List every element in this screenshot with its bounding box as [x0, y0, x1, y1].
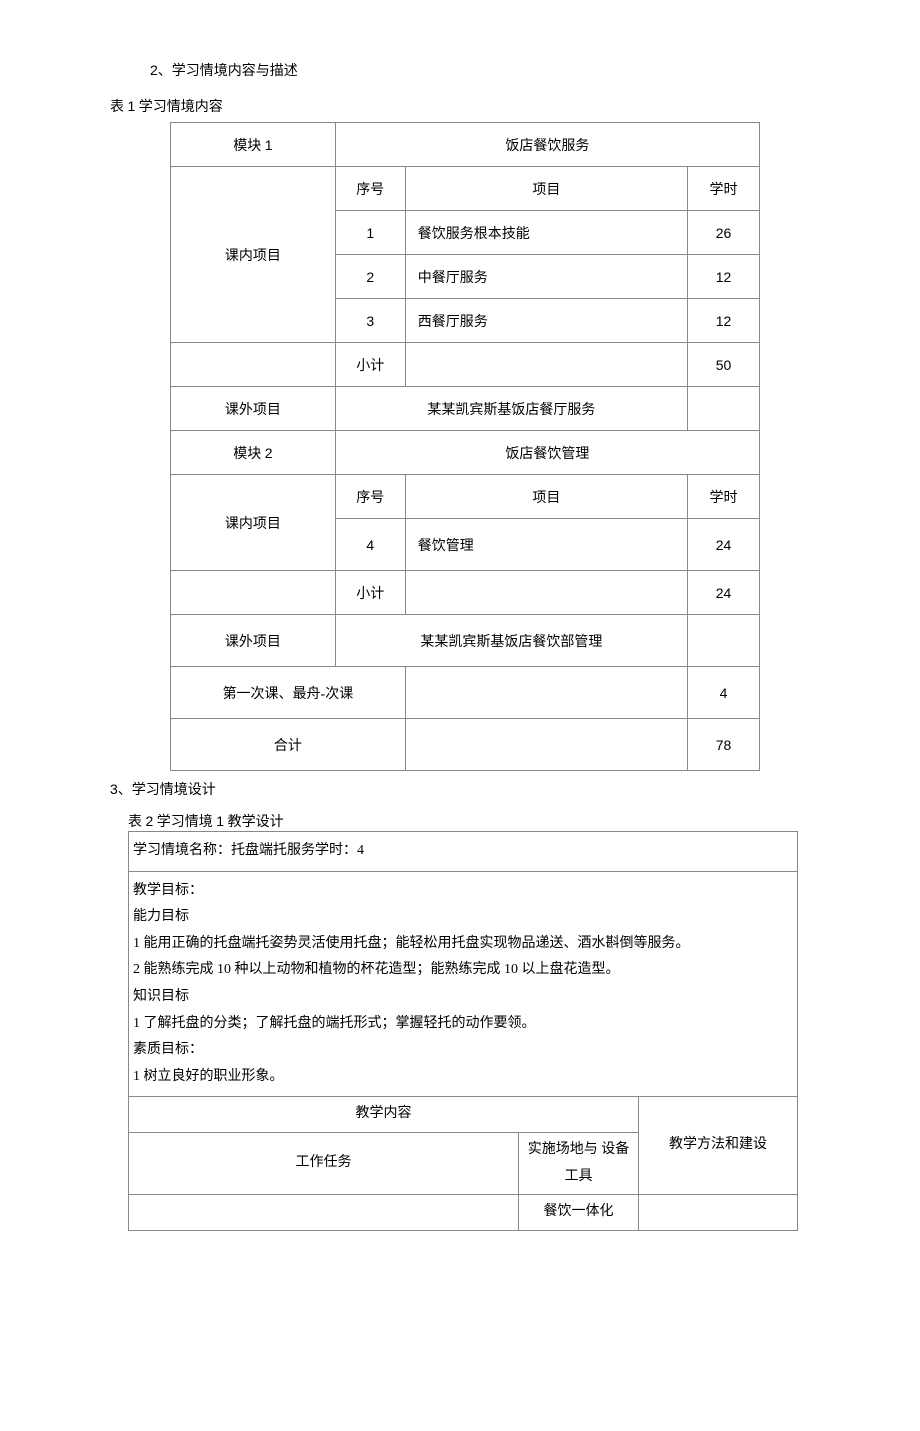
table1-caption-prefix: 表 [110, 100, 124, 115]
t2cap-num: 2 [146, 813, 154, 829]
r3-seq: 3 [335, 299, 405, 343]
module1-label-cell: 模块 1 [171, 123, 336, 167]
section-3-title: 学习情境设计 [132, 783, 216, 798]
module2-label-cell: 模块 2 [171, 431, 336, 475]
r4-seq: 4 [335, 519, 405, 571]
empty-cell [688, 387, 760, 431]
item-header: 项目 [405, 167, 687, 211]
seq-header: 序号 [335, 475, 405, 519]
task-header: 工作任务 [129, 1132, 519, 1194]
hours-header: 学时 [688, 475, 760, 519]
empty-cell [171, 571, 336, 615]
table2-caption: 表 2 学习情境 1 教学设计 [128, 811, 810, 831]
r2-name: 中餐厅服务 [405, 255, 687, 299]
subtotal-label: 小计 [335, 343, 405, 387]
quality-title: 素质目标： [133, 1037, 793, 1064]
table1-caption-title: 学习情境内容 [139, 100, 223, 115]
subtotal1-hr: 50 [688, 343, 760, 387]
empty-cell [405, 571, 687, 615]
table-row: 课内项目 序号 项目 学时 [171, 167, 760, 211]
t2cap-title: 学习情境 [157, 815, 213, 830]
t2cap-suffix: 教学设计 [228, 815, 284, 830]
section-3-heading: 3、学习情境设计 [110, 779, 810, 799]
inclass-label: 课内项目 [171, 167, 336, 343]
empty-cell [405, 719, 687, 771]
table1-caption: 表 1 学习情境内容 [110, 96, 810, 116]
module2-title-cell: 饭店餐饮管理 [335, 431, 759, 475]
table1: 模块 1 饭店餐饮服务 课内项目 序号 项目 学时 1 餐饮服务根本技能 26 … [170, 122, 760, 771]
knowledge-1: 1 了解托盘的分类；了解托盘的端托形式；掌握轻托的动作要领。 [133, 1011, 793, 1038]
total-hr: 78 [688, 719, 760, 771]
table-row: 课外项目 某某凯宾斯基饭店餐厅服务 [171, 387, 760, 431]
quality-1: 1 树立良好的职业形象。 [133, 1064, 793, 1091]
table-row: 课内项目 序号 项目 学时 [171, 475, 760, 519]
seq-header: 序号 [335, 167, 405, 211]
outclass-label: 课外项目 [171, 615, 336, 667]
r3-hr: 12 [688, 299, 760, 343]
r1-hr: 26 [688, 211, 760, 255]
table-row: 教学内容 教学方法和建设 [129, 1097, 798, 1133]
section-2-sep: 、 [158, 64, 172, 79]
empty-cell [129, 1195, 519, 1231]
total-label: 合计 [171, 719, 406, 771]
out2-name: 某某凯宾斯基饭店餐饮部管理 [335, 615, 687, 667]
method-header: 教学方法和建设 [639, 1097, 798, 1195]
section-3-sep: 、 [118, 783, 132, 798]
empty-cell [405, 343, 687, 387]
ability-1: 1 能用正确的托盘端托姿势灵活使用托盘；能轻松用托盘实现物品递送、酒水斟倒等服务… [133, 931, 793, 958]
item-header: 项目 [405, 475, 687, 519]
r1-name: 餐饮服务根本技能 [405, 211, 687, 255]
goal-title: 教学目标： [133, 878, 793, 905]
table-row: 模块 2 饭店餐饮管理 [171, 431, 760, 475]
module1-title-cell: 饭店餐饮服务 [335, 123, 759, 167]
section-2-heading: 2、学习情境内容与描述 [150, 60, 810, 80]
table-row: 小计 24 [171, 571, 760, 615]
table-row: 第一次课、最舟-次课 4 [171, 667, 760, 719]
section-2-title: 学习情境内容与描述 [172, 64, 298, 79]
r2-hr: 12 [688, 255, 760, 299]
section-2-number: 2 [150, 62, 158, 78]
section-3-number: 3 [110, 781, 118, 797]
ability-2: 2 能熟练完成 10 种以上动物和植物的杯花造型；能熟练完成 10 以上盘花造型… [133, 957, 793, 984]
empty-cell [688, 615, 760, 667]
table-row: 餐饮一体化 [129, 1195, 798, 1231]
table1-caption-num: 1 [128, 98, 136, 114]
table-row: 小计 50 [171, 343, 760, 387]
empty-cell [639, 1195, 798, 1231]
situation-name-row: 学习情境名称：托盘端托服务学时：4 [129, 832, 798, 872]
hours-header: 学时 [688, 167, 760, 211]
table2: 学习情境名称：托盘端托服务学时：4 教学目标： 能力目标 1 能用正确的托盘端托… [128, 831, 798, 1231]
content-header: 教学内容 [129, 1097, 639, 1133]
subtotal2-hr: 24 [688, 571, 760, 615]
ability-title: 能力目标 [133, 904, 793, 931]
empty-cell [171, 343, 336, 387]
table-row: 学习情境名称：托盘端托服务学时：4 [129, 832, 798, 872]
empty-cell [405, 667, 687, 719]
module-label: 模块 [233, 139, 261, 154]
r4-name: 餐饮管理 [405, 519, 687, 571]
t2cap-design-num: 1 [216, 813, 224, 829]
tool-value: 餐饮一体化 [519, 1195, 639, 1231]
tool-header: 实施场地与 设备工具 [519, 1132, 639, 1194]
inclass-label: 课内项目 [171, 475, 336, 571]
table-row: 合计 78 [171, 719, 760, 771]
out1-name: 某某凯宾斯基饭店餐厅服务 [335, 387, 687, 431]
table-row: 课外项目 某某凯宾斯基饭店餐饮部管理 [171, 615, 760, 667]
knowledge-title: 知识目标 [133, 984, 793, 1011]
goals-cell: 教学目标： 能力目标 1 能用正确的托盘端托姿势灵活使用托盘；能轻松用托盘实现物… [129, 871, 798, 1097]
r4-hr: 24 [688, 519, 760, 571]
outclass-label: 课外项目 [171, 387, 336, 431]
firstlast-hr: 4 [688, 667, 760, 719]
r1-seq: 1 [335, 211, 405, 255]
module-label: 模块 [233, 447, 261, 462]
module2-num: 2 [265, 445, 273, 461]
r3-name: 西餐厅服务 [405, 299, 687, 343]
firstlast-label: 第一次课、最舟-次课 [171, 667, 406, 719]
r2-seq: 2 [335, 255, 405, 299]
table-row: 教学目标： 能力目标 1 能用正确的托盘端托姿势灵活使用托盘；能轻松用托盘实现物… [129, 871, 798, 1097]
t2cap-prefix: 表 [128, 815, 142, 830]
module1-num: 1 [265, 137, 273, 153]
subtotal-label: 小计 [335, 571, 405, 615]
table-row: 模块 1 饭店餐饮服务 [171, 123, 760, 167]
